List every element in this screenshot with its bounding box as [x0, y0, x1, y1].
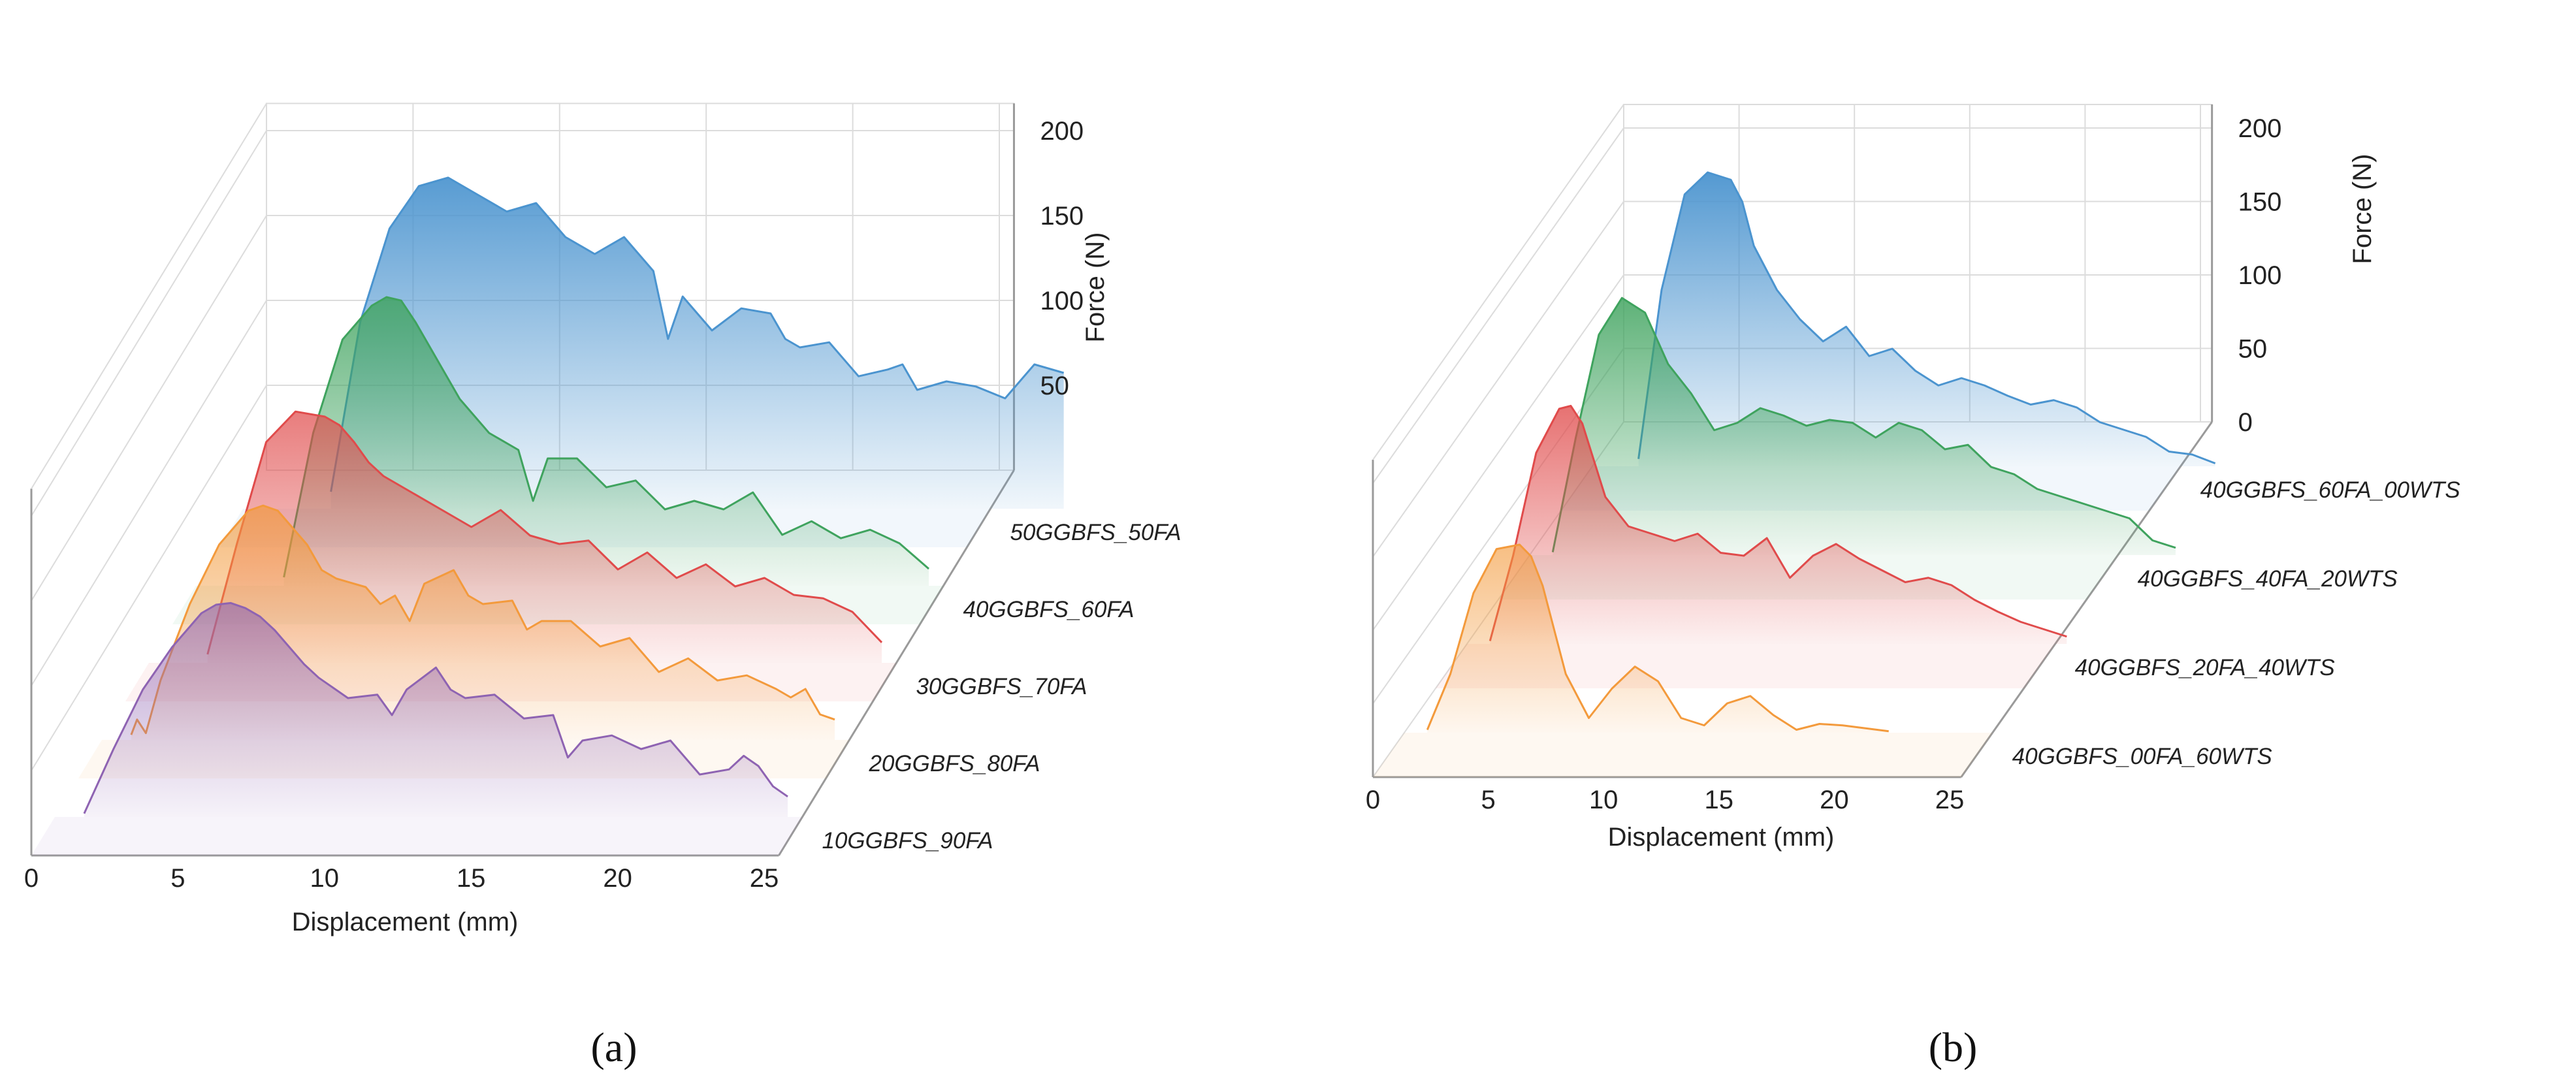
series-label: 50GGBFS_50FA [1010, 520, 1181, 545]
series-line [330, 176, 1065, 492]
z-tick-label: 0 [2238, 408, 2253, 437]
series-line [130, 504, 835, 735]
depth-axis-line [1960, 421, 2213, 778]
depth-axis-line [778, 470, 1015, 856]
series-label: 40GGBFS_20FA_40WTS [2075, 655, 2335, 680]
series-line [1637, 171, 2216, 464]
series-line [1426, 543, 1889, 733]
x-tick-label: 0 [24, 864, 39, 893]
series-line [83, 601, 788, 814]
x-tick-label: 5 [1481, 786, 1495, 814]
x-tick-label: 5 [170, 864, 185, 893]
series-line [283, 296, 929, 578]
panel-label: (a) [590, 1024, 637, 1070]
series-label: 40GGBFS_60FA [963, 597, 1134, 622]
series-floor [1436, 644, 2055, 688]
chart-panel-b: (b) Displacement (mm) Force (N) 40GGBFS_… [1366, 104, 2460, 1070]
top-edge [31, 103, 267, 489]
series-line [1551, 296, 2176, 552]
x-tick-label: 25 [1935, 786, 1965, 814]
series-area [1427, 545, 1889, 733]
gridline-wall [31, 385, 267, 771]
x-axis-label: Displacement (mm) [292, 908, 519, 936]
gridline-wall [1372, 127, 1624, 484]
gridline-wall [31, 130, 267, 517]
series-label: 40GGBFS_40FA_20WTS [2138, 566, 2398, 592]
series-label: 40GGBFS_60FA_00WTS [2200, 477, 2460, 503]
z-tick-label: 50 [2238, 335, 2268, 364]
z-tick-label: 150 [1040, 202, 1084, 231]
gridline-wall [1372, 274, 1624, 631]
x-tick-label: 15 [1705, 786, 1734, 814]
x-tick-label: 20 [603, 864, 632, 893]
x-tick-label: 25 [750, 864, 779, 893]
series-label: 40GGBFS_00FA_60WTS [2012, 744, 2272, 769]
z-tick-label: 200 [2238, 114, 2282, 143]
z-axis-label: Force (N) [2348, 154, 2377, 264]
series-line [1489, 405, 2067, 641]
chart-panel-a: (a) Displacement (mm) Force (N) 50GGBFS_… [24, 103, 1181, 1070]
series-area [1553, 298, 2176, 555]
gridline-wall [1372, 200, 1624, 558]
series-area [330, 178, 1064, 509]
gridline-wall [31, 300, 267, 686]
gridline-wall [31, 215, 267, 601]
z-tick-label: 200 [1040, 117, 1084, 146]
series-area [1490, 406, 2067, 644]
x-tick-label: 20 [1820, 786, 1849, 814]
series-floor [31, 817, 803, 855]
z-tick-label: 50 [1040, 372, 1069, 400]
x-tick-label: 10 [310, 864, 340, 893]
z-tick-label: 150 [2238, 188, 2282, 217]
panel-label: (b) [1929, 1024, 1978, 1070]
x-axis-label: Displacement (mm) [1608, 823, 1835, 852]
x-tick-label: 0 [1366, 786, 1380, 814]
series-label: 10GGBFS_90FA [822, 828, 993, 854]
series-area [84, 603, 788, 817]
series-area [1638, 172, 2215, 466]
x-tick-label: 10 [1589, 786, 1618, 814]
x-tick-label: 15 [457, 864, 486, 893]
series-label: 30GGBFS_70FA [916, 674, 1087, 699]
z-axis-label: Force (N) [1081, 232, 1110, 343]
series-label: 20GGBFS_80FA [868, 751, 1040, 776]
z-tick-label: 100 [1040, 287, 1084, 315]
top-edge [1372, 104, 1624, 460]
series-floor [1373, 733, 1993, 777]
z-tick-label: 100 [2238, 261, 2282, 290]
series-line [206, 410, 883, 655]
